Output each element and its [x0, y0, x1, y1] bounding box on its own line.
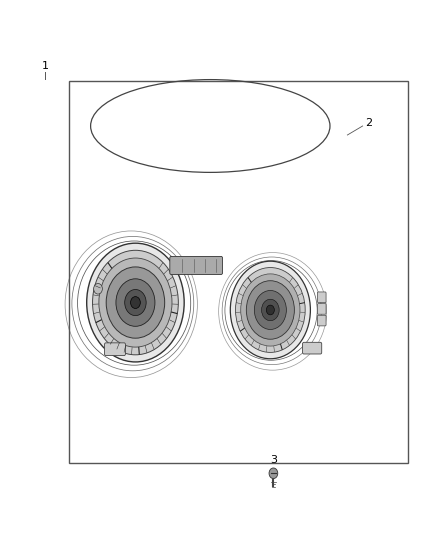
- Bar: [69, 81, 408, 463]
- Circle shape: [87, 243, 184, 362]
- FancyBboxPatch shape: [318, 304, 326, 314]
- Circle shape: [246, 281, 294, 339]
- Text: 2: 2: [365, 118, 372, 128]
- FancyBboxPatch shape: [303, 342, 322, 354]
- Circle shape: [236, 268, 305, 352]
- Text: 1: 1: [42, 61, 49, 71]
- Text: 3: 3: [270, 455, 277, 465]
- Circle shape: [125, 289, 146, 316]
- Circle shape: [261, 299, 279, 321]
- Circle shape: [94, 284, 102, 294]
- FancyBboxPatch shape: [170, 256, 223, 274]
- Circle shape: [99, 258, 172, 347]
- FancyBboxPatch shape: [318, 292, 326, 303]
- Circle shape: [92, 251, 178, 355]
- Circle shape: [254, 290, 286, 329]
- Circle shape: [266, 305, 274, 315]
- FancyBboxPatch shape: [105, 343, 125, 356]
- Circle shape: [269, 468, 278, 479]
- FancyBboxPatch shape: [318, 316, 326, 326]
- Circle shape: [230, 261, 311, 359]
- Circle shape: [106, 267, 165, 338]
- Circle shape: [241, 274, 300, 346]
- Circle shape: [131, 297, 140, 309]
- Circle shape: [116, 279, 155, 326]
